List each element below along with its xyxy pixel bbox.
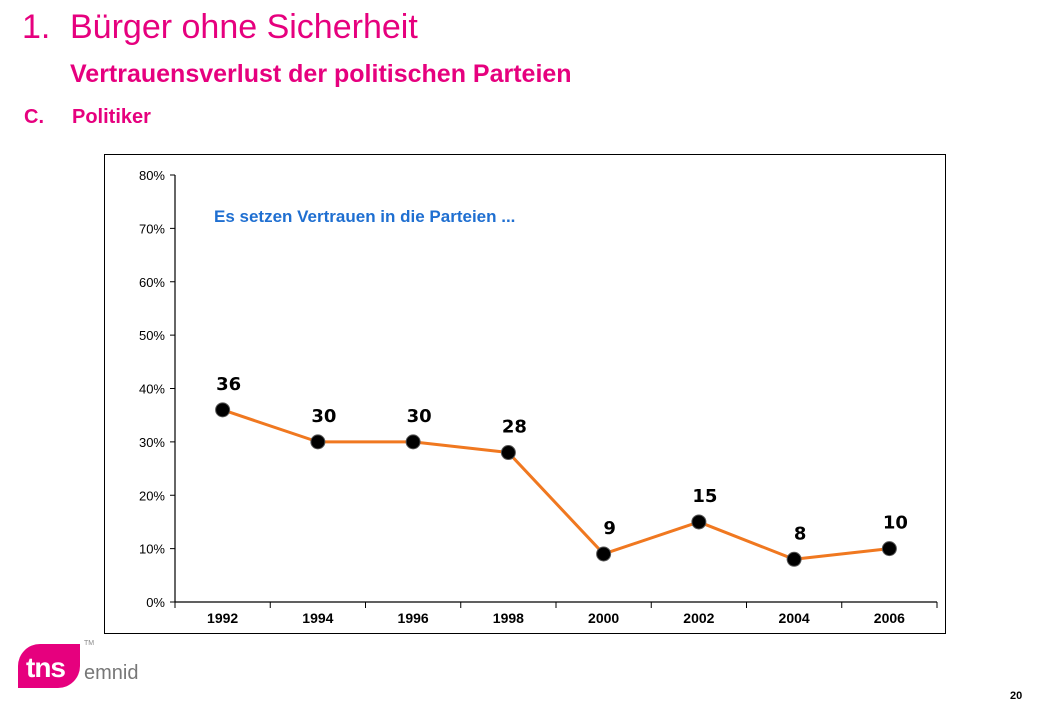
logo-tns-text: tns: [26, 652, 66, 683]
y-tick-label: 10%: [139, 542, 165, 557]
y-tick-label: 40%: [139, 382, 165, 397]
series-line: [222, 408, 890, 561]
section-title: Politiker: [72, 106, 151, 128]
logo-badge: tns: [18, 644, 80, 688]
x-tick-label: 2000: [588, 610, 619, 626]
y-tick-label: 70%: [139, 221, 165, 236]
chart-annotation: Es setzen Vertrauen in die Parteien ...: [214, 207, 516, 226]
data-point: [310, 434, 326, 450]
y-tick-label: 60%: [139, 275, 165, 290]
data-point: [215, 402, 231, 418]
x-tick-label: 2002: [683, 610, 714, 626]
x-tick-label: 1992: [207, 610, 238, 626]
logo-emnid-text: emnid: [84, 662, 139, 684]
data-label: 30: [407, 406, 432, 427]
x-tick-label: 2004: [779, 610, 810, 626]
data-label: 15: [692, 486, 717, 507]
data-label: 30: [311, 406, 336, 427]
x-tick-label: 1996: [398, 610, 429, 626]
data-label: 8: [794, 523, 807, 544]
y-tick-label: 30%: [139, 435, 165, 450]
data-point: [691, 514, 707, 530]
tns-emnid-logo: tns TM emnid: [18, 640, 158, 700]
data-point: [405, 434, 421, 450]
data-label: 28: [502, 417, 527, 438]
data-label: 9: [603, 518, 616, 539]
y-tick-label: 80%: [139, 168, 165, 183]
x-tick-label: 2006: [874, 610, 905, 626]
slide-title-number: 1.: [22, 8, 51, 46]
x-tick-label: 1994: [302, 610, 333, 626]
data-point: [881, 541, 897, 557]
line-chart: 0% 10% 20% 30% 40% 50% 60% 70% 80% 1992 1994 1996 19…: [139, 168, 938, 626]
data-point: [596, 546, 612, 562]
chart-frame: 0% 10% 20% 30% 40% 50% 60% 70% 80% 1992 1994 1996 19…: [104, 154, 946, 634]
data-point: [500, 445, 516, 461]
y-tick-label: 0%: [146, 595, 165, 610]
slide-title: Bürger ohne Sicherheit: [70, 8, 418, 46]
y-tick-label: 20%: [139, 488, 165, 503]
section-letter: C.: [24, 106, 44, 128]
x-tick-label: 1998: [493, 610, 524, 626]
data-point: [786, 551, 802, 567]
y-tick-label: 50%: [139, 328, 165, 343]
page-number: 20: [1010, 690, 1023, 702]
slide-subtitle: Vertrauensverlust der politischen Partei…: [70, 60, 572, 88]
logo-trademark: TM: [84, 640, 95, 647]
data-label: 36: [216, 374, 241, 395]
data-label: 10: [883, 513, 908, 534]
